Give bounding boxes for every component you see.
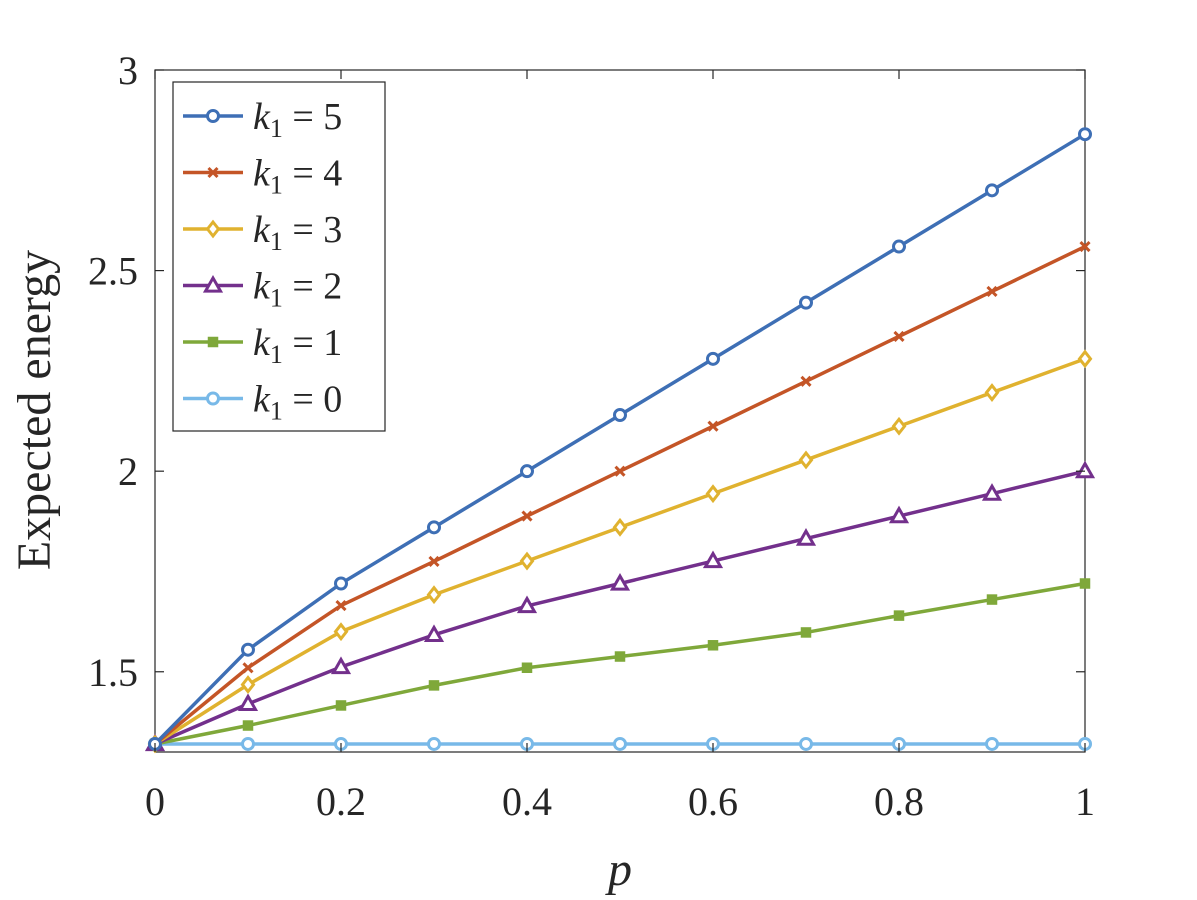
data-point — [330, 656, 352, 675]
legend-entry: k1 = 3 — [183, 209, 342, 256]
data-point — [799, 736, 813, 751]
data-point — [241, 642, 255, 657]
legend-entry: k1 = 0 — [183, 379, 342, 426]
data-point — [334, 576, 348, 591]
x-tick-label: 1 — [1075, 779, 1095, 824]
legend-label: k1 = 5 — [253, 96, 342, 143]
data-point — [707, 420, 719, 432]
data-point — [1074, 460, 1096, 479]
legend-label: k1 = 2 — [253, 266, 342, 313]
data-point — [981, 483, 1003, 501]
data-point — [707, 640, 719, 651]
data-point — [521, 662, 533, 674]
data-point — [521, 510, 533, 522]
data-point — [891, 416, 907, 436]
series-k14 — [149, 240, 1091, 750]
data-point — [516, 595, 538, 614]
data-point — [706, 351, 720, 366]
data-point — [1077, 349, 1093, 369]
data-point — [985, 736, 999, 751]
data-point — [986, 594, 998, 605]
legend-marker — [207, 166, 219, 179]
data-point — [800, 375, 812, 387]
legend-entry: k1 = 4 — [183, 153, 342, 200]
legend-entry: k1 = 5 — [183, 96, 342, 143]
x-tick-label: 0.6 — [688, 779, 738, 824]
data-point — [888, 505, 910, 524]
series-k11 — [149, 578, 1091, 750]
y-axis-label: Expected energy — [8, 250, 61, 570]
data-point — [1079, 578, 1091, 589]
data-point — [614, 465, 626, 477]
legend-label: k1 = 4 — [253, 153, 342, 200]
y-tick-label: 3 — [118, 48, 138, 93]
legend-label: k1 = 3 — [253, 209, 342, 256]
x-tick-label: 0.8 — [874, 779, 924, 824]
data-point — [892, 239, 906, 254]
data-point — [1078, 127, 1092, 142]
legend-marker — [207, 336, 219, 348]
data-point — [242, 720, 254, 731]
data-point — [427, 520, 441, 535]
data-point — [702, 550, 724, 569]
data-point — [1079, 240, 1091, 253]
data-point — [613, 408, 627, 423]
data-point — [520, 464, 534, 479]
ticks-group: 0 0.2 0.4 0.6 0.8 1 1.5 2 2.5 3 — [88, 48, 1095, 824]
legend-entry: k1 = 1 — [183, 322, 342, 369]
data-point — [893, 330, 905, 342]
x-axis-label: p — [605, 843, 632, 896]
data-point — [705, 484, 721, 504]
data-point — [800, 627, 812, 638]
data-point — [984, 383, 1000, 402]
data-point — [237, 693, 259, 711]
x-tick-label: 0 — [145, 779, 165, 824]
data-point — [893, 610, 905, 621]
data-point — [428, 555, 440, 568]
data-point — [428, 680, 440, 691]
data-point — [986, 285, 998, 298]
legend-entry: k1 = 2 — [183, 266, 342, 313]
legend-marker — [205, 219, 221, 239]
x-tick-label: 0.2 — [316, 779, 366, 824]
data-point — [798, 450, 814, 470]
data-point — [333, 622, 349, 642]
data-point — [242, 662, 254, 674]
data-point — [985, 183, 999, 198]
y-tick-label: 2.5 — [88, 249, 138, 294]
data-point — [799, 295, 813, 310]
y-tick-label: 2 — [118, 449, 138, 494]
data-point — [426, 585, 442, 605]
data-point — [335, 600, 347, 612]
data-point — [335, 700, 347, 711]
legend-label: k1 = 1 — [253, 322, 342, 369]
legend-marker — [206, 391, 220, 406]
data-point — [427, 736, 441, 751]
x-tick-label: 0.4 — [502, 779, 552, 824]
y-tick-label: 1.5 — [88, 650, 138, 695]
data-point — [423, 624, 445, 642]
data-point — [519, 551, 535, 571]
data-point — [795, 528, 817, 546]
data-point — [613, 736, 627, 751]
data-point — [240, 675, 256, 695]
legend-marker — [202, 274, 224, 293]
legend-box — [172, 81, 386, 432]
legend: k1 = 5 k1 = 4 k1 = 3 k1 = 2 k1 = 1 k1 = 0 — [172, 81, 386, 432]
data-point — [241, 736, 255, 751]
data-point — [612, 517, 628, 537]
series-k10 — [148, 736, 1092, 751]
legend-label: k1 = 0 — [253, 379, 342, 426]
data-point — [609, 572, 631, 591]
legend-marker — [206, 109, 220, 123]
data-point — [614, 651, 626, 662]
